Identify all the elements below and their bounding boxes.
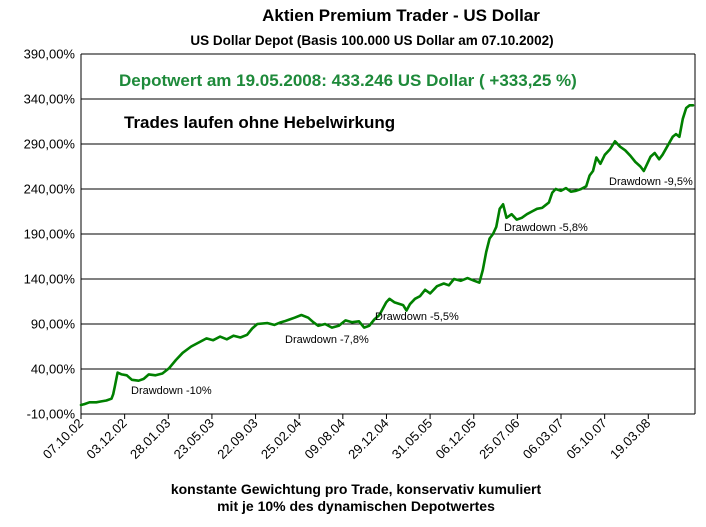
y-tick-label: 340,00% bbox=[24, 92, 76, 107]
x-tick-label: 05.10.07 bbox=[563, 416, 609, 462]
annotation-depotwert: Depotwert am 19.05.2008: 433.246 US Doll… bbox=[119, 71, 577, 90]
series-line bbox=[79, 104, 695, 407]
x-tick-label: 28.01.03 bbox=[127, 416, 173, 462]
x-tick-label: 03.12.02 bbox=[83, 416, 129, 462]
x-tick-label: 06.12.05 bbox=[432, 416, 478, 462]
y-tick-label: 140,00% bbox=[24, 272, 76, 287]
y-tick-label: -10,00% bbox=[27, 407, 76, 422]
x-tick-label: 09.08.04 bbox=[302, 416, 348, 462]
annotation-drawdown-4: Drawdown -5,8% bbox=[504, 222, 588, 234]
x-tick-label: 22.09.03 bbox=[214, 416, 260, 462]
chart-title: Aktien Premium Trader - US Dollar bbox=[262, 6, 540, 25]
annotation-drawdown-5: Drawdown -9,5% bbox=[609, 176, 693, 188]
x-axis-label-line-2: mit je 10% des dynamischen Depotwertes bbox=[217, 498, 495, 514]
y-tick-label: 40,00% bbox=[31, 362, 76, 377]
x-tick-label: 19.03.08 bbox=[607, 416, 653, 462]
annotation-drawdown-1: Drawdown -10% bbox=[131, 385, 212, 397]
annotation-drawdown-2: Drawdown -7,8% bbox=[285, 334, 369, 346]
y-tick-label: 240,00% bbox=[24, 182, 76, 197]
y-tick-label: 290,00% bbox=[24, 137, 76, 152]
x-tick-label: 06.03.07 bbox=[520, 416, 566, 462]
x-tick-label: 29.12.04 bbox=[345, 416, 391, 462]
annotation-hebel: Trades laufen ohne Hebelwirkung bbox=[124, 113, 395, 132]
x-tick-label: 25.02.04 bbox=[258, 416, 304, 462]
annotation-drawdown-3: Drawdown -5,5% bbox=[375, 311, 459, 323]
y-tick-label: 90,00% bbox=[31, 317, 76, 332]
y-tick-label: 190,00% bbox=[24, 227, 76, 242]
x-tick-label: 23.05.03 bbox=[171, 416, 217, 462]
x-axis-label: konstante Gewichtung pro Trade, konserva… bbox=[0, 481, 706, 515]
x-tick-label: 07.10.02 bbox=[40, 416, 86, 462]
x-tick-label: 25.07.06 bbox=[476, 416, 522, 462]
chart-subtitle: US Dollar Depot (Basis 100.000 US Dollar… bbox=[190, 33, 554, 48]
y-tick-label: 390,00% bbox=[24, 47, 76, 62]
x-tick-label: 31.05.05 bbox=[389, 416, 435, 462]
x-axis-label-line-1: konstante Gewichtung pro Trade, konserva… bbox=[170, 481, 542, 497]
